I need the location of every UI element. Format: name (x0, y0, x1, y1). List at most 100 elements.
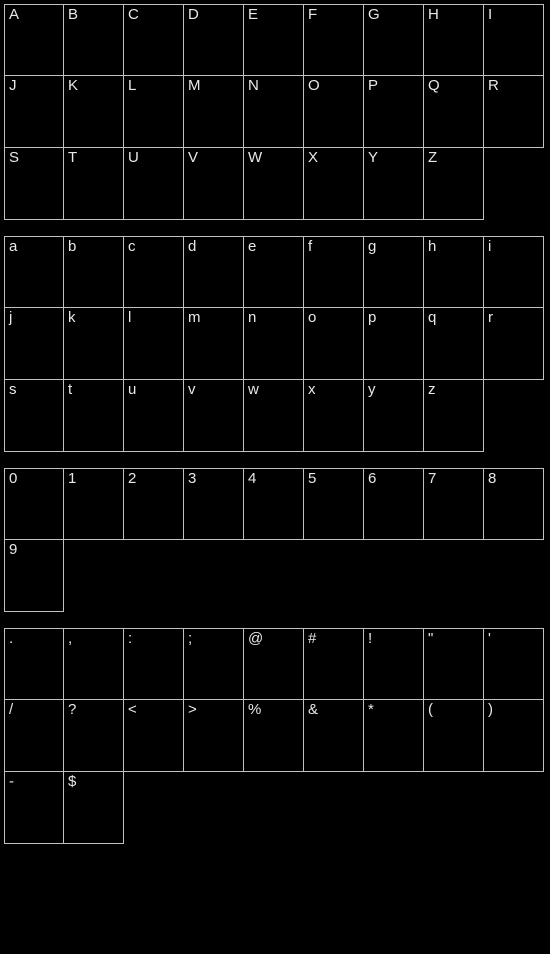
charmap-cell: C (124, 4, 184, 76)
charmap-cell: D (184, 4, 244, 76)
charmap-cell: Y (364, 148, 424, 220)
glyph-label: # (308, 631, 316, 646)
charmap-cell: 1 (64, 468, 124, 540)
glyph-label: - (9, 774, 14, 789)
glyph-label: Q (428, 78, 440, 93)
glyph-label: $ (68, 774, 76, 789)
charmap-cell: 4 (244, 468, 304, 540)
charmap-cell: z (424, 380, 484, 452)
charmap-cell: P (364, 76, 424, 148)
charmap-cell: m (184, 308, 244, 380)
glyph-label: 0 (9, 471, 17, 486)
glyph-label: & (308, 702, 318, 717)
charmap-cell: q (424, 308, 484, 380)
glyph-label: j (9, 310, 12, 325)
glyph-label: G (368, 7, 380, 22)
charmap-cell: R (484, 76, 544, 148)
charmap-cell: V (184, 148, 244, 220)
glyph-label: o (308, 310, 316, 325)
glyph-label: ) (488, 702, 493, 717)
charmap-cell: e (244, 236, 304, 308)
glyph-label: P (368, 78, 378, 93)
glyph-label: 6 (368, 471, 376, 486)
glyph-label: U (128, 150, 139, 165)
glyph-label: ? (68, 702, 76, 717)
charmap-cell: 8 (484, 468, 544, 540)
charmap-row: JKLMNOPQR (4, 76, 546, 148)
glyph-label: ! (368, 631, 372, 646)
charmap-cell: ' (484, 628, 544, 700)
glyph-label: < (128, 702, 137, 717)
charmap-block-digits: 0123456789 (4, 468, 546, 612)
glyph-label: 8 (488, 471, 496, 486)
charmap-cell: l (124, 308, 184, 380)
charmap-cell: J (4, 76, 64, 148)
charmap-cell: * (364, 700, 424, 772)
glyph-label: Y (368, 150, 378, 165)
glyph-label: g (368, 239, 376, 254)
charmap-cell: X (304, 148, 364, 220)
glyph-label: B (68, 7, 78, 22)
charmap-cell: ) (484, 700, 544, 772)
charmap-cell: T (64, 148, 124, 220)
charmap-cell: o (304, 308, 364, 380)
glyph-label: S (9, 150, 19, 165)
charmap-cell: A (4, 4, 64, 76)
glyph-label: , (68, 631, 72, 646)
glyph-label: m (188, 310, 201, 325)
glyph-label: W (248, 150, 262, 165)
glyph-label: y (368, 382, 376, 397)
charmap-cell: x (304, 380, 364, 452)
glyph-label: : (128, 631, 132, 646)
charmap-cell: r (484, 308, 544, 380)
charmap-cell: 2 (124, 468, 184, 540)
charmap-cell: , (64, 628, 124, 700)
charmap-cell: W (244, 148, 304, 220)
glyph-label: i (488, 239, 491, 254)
glyph-label: @ (248, 631, 263, 646)
charmap-cell: - (4, 772, 64, 844)
charmap-cell: / (4, 700, 64, 772)
glyph-label: n (248, 310, 256, 325)
glyph-label: N (248, 78, 259, 93)
charmap-row: j k l m n o p q r (4, 308, 546, 380)
glyph-label: 2 (128, 471, 136, 486)
charmap-cell: H (424, 4, 484, 76)
charmap-cell: 5 (304, 468, 364, 540)
glyph-label: 9 (9, 542, 17, 557)
charmap-row: abcdefghi (4, 236, 546, 308)
glyph-label: p (368, 310, 376, 325)
charmap-cell: " (424, 628, 484, 700)
charmap-cell: g (364, 236, 424, 308)
charmap-cell: ; (184, 628, 244, 700)
charmap-cell: > (184, 700, 244, 772)
charmap-cell: L (124, 76, 184, 148)
charmap-cell: 6 (364, 468, 424, 540)
glyph-label: 4 (248, 471, 256, 486)
charmap-cell: v (184, 380, 244, 452)
glyph-label: q (428, 310, 436, 325)
charmap-block-uppercase: ABCDEFGHIJKLMNOPQRSTUVWXYZ (4, 4, 546, 220)
charmap-cell: i (484, 236, 544, 308)
glyph-label: R (488, 78, 499, 93)
charmap-cell: a (4, 236, 64, 308)
charmap-row: 012345678 (4, 468, 546, 540)
charmap-cell: I (484, 4, 544, 76)
charmap-row: stuvwxyz (4, 380, 546, 452)
charmap-cell: < (124, 700, 184, 772)
glyph-label: 1 (68, 471, 76, 486)
charmap-cell: w (244, 380, 304, 452)
glyph-label: F (308, 7, 317, 22)
charmap-cell: n (244, 308, 304, 380)
charmap-cell: f (304, 236, 364, 308)
charmap-row: 9 (4, 540, 546, 612)
glyph-label: h (428, 239, 436, 254)
charmap-cell: Q (424, 76, 484, 148)
charmap-cell: s (4, 380, 64, 452)
glyph-label: k (68, 310, 76, 325)
glyph-label: l (128, 310, 131, 325)
glyph-label: b (68, 239, 76, 254)
glyph-label: w (248, 382, 259, 397)
glyph-label: * (368, 702, 374, 717)
charmap-row: STUVWXYZ (4, 148, 546, 220)
